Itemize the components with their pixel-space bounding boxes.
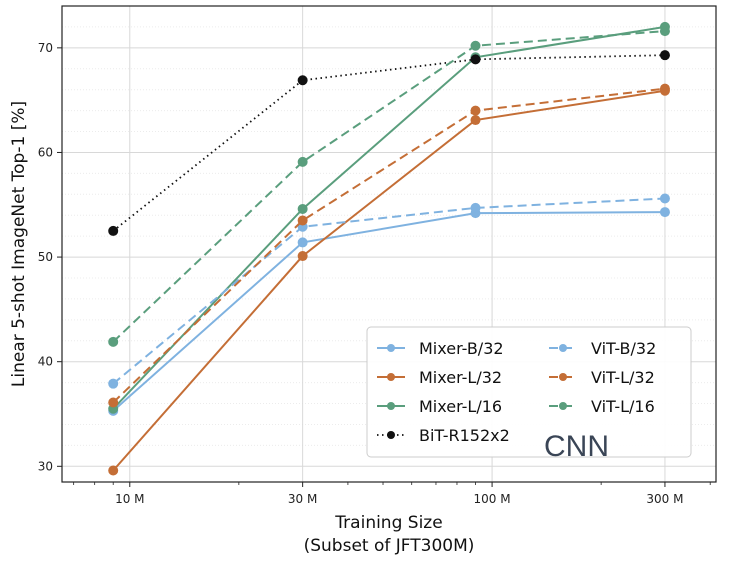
data-point-bit-r152x2 (297, 75, 308, 86)
data-point-mixer-l-32 (470, 115, 481, 126)
legend-label-vit-b-32: ViT-B/32 (591, 339, 656, 358)
data-point-vit-l-32 (659, 83, 670, 94)
series-bit-r152x2 (108, 50, 670, 236)
series-line-mixer-b-32 (112, 211, 665, 412)
legend-marker-bit-r152x2 (387, 431, 395, 439)
legend-marker-mixer-l-16 (387, 402, 395, 410)
y-tick-label: 40 (38, 355, 53, 369)
plot-frame (61, 5, 717, 483)
legend-box (366, 326, 692, 458)
data-point-vit-l-32 (297, 215, 308, 226)
x-tick-label: 30 M (288, 492, 317, 506)
x-tick-label: 300 M (646, 492, 683, 506)
legend-marker-mixer-l-32 (387, 373, 395, 381)
data-point-mixer-l-32 (297, 251, 308, 262)
y-tick-label: 60 (38, 145, 53, 159)
y-tick-label: 30 (38, 459, 53, 473)
cnn-annotation: CNN (544, 430, 609, 463)
data-point-vit-b-32 (659, 193, 670, 204)
legend: Mixer-B/32 Mixer-L/32 Mixer-L/16 BiT-R152x2… (366, 326, 692, 458)
y-tick-label: 70 (38, 41, 53, 55)
legend-label-vit-l-32: ViT-L/32 (591, 368, 655, 387)
data-point-bit-r152x2 (470, 54, 481, 65)
data-point-vit-l-16 (297, 156, 308, 167)
series-line-mixer-l-32 (112, 89, 666, 472)
legend-label-mixer-l-32: Mixer-L/32 (419, 368, 502, 387)
data-point-vit-l-16 (659, 26, 670, 37)
y-tick-label: 50 (38, 250, 53, 264)
x-axis-sublabel: (Subset of JFT300M) (304, 536, 475, 556)
ticks: 30 40 50 60 70 10 M 30 M 100 M 300 M (38, 41, 711, 506)
series-line-vit-l-16 (112, 30, 666, 343)
data-point-vit-l-32 (108, 397, 119, 408)
legend-marker-mixer-b-32 (387, 344, 395, 352)
legend-label-mixer-b-32: Mixer-B/32 (419, 339, 504, 358)
legend-marker-vit-b-32 (559, 344, 567, 352)
data-point-mixer-b-32 (659, 207, 670, 218)
x-tick-label: 100 M (474, 492, 511, 506)
series-line-bit-r152x2 (112, 54, 665, 232)
series-mixer-l-32 (108, 85, 670, 476)
series-vit-l-16 (108, 26, 670, 347)
legend-label-vit-l-16: ViT-L/16 (591, 397, 655, 416)
data-point-mixer-l-16 (297, 203, 308, 214)
legend-marker-vit-l-32 (559, 373, 567, 381)
data-point-vit-b-32 (108, 378, 119, 389)
data-point-mixer-l-32 (108, 465, 119, 476)
series-vit-b-32 (108, 193, 670, 389)
series-line-vit-l-32 (112, 87, 666, 404)
data-point-vit-l-16 (108, 336, 119, 347)
data-point-bit-r152x2 (659, 50, 670, 61)
series-line-mixer-l-16 (112, 25, 666, 410)
data-point-bit-r152x2 (108, 225, 119, 236)
data-point-vit-l-16 (470, 40, 481, 51)
legend-marker-vit-l-16 (559, 402, 567, 410)
y-axis-label: Linear 5-shot ImageNet Top-1 [%] (9, 101, 29, 387)
x-tick-label: 10 M (115, 492, 144, 506)
data-point-mixer-b-32 (297, 237, 308, 248)
x-axis-label: Training Size (334, 513, 442, 533)
series-layer (108, 21, 670, 476)
data-point-vit-b-32 (470, 202, 481, 213)
legend-label-bit-r152x2: BiT-R152x2 (419, 426, 510, 445)
legend-label-mixer-l-16: Mixer-L/16 (419, 397, 502, 416)
series-vit-l-32 (108, 83, 670, 408)
data-point-vit-l-32 (470, 105, 481, 116)
